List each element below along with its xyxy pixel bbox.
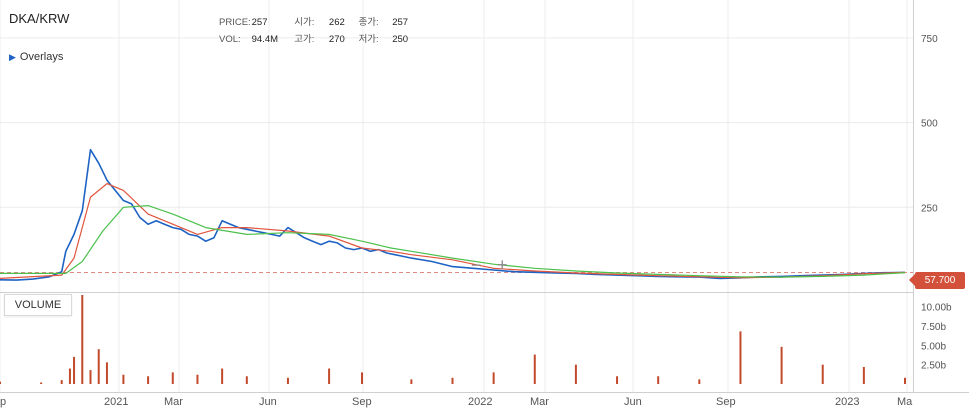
x-tick-label: 2021	[104, 396, 128, 408]
x-tick-label: Sep	[716, 396, 736, 408]
volume-bars	[0, 295, 906, 384]
volume-bar	[97, 349, 100, 384]
volume-bar	[361, 372, 363, 384]
volume-bar	[81, 295, 84, 384]
grid	[0, 0, 913, 392]
low-label: 저가:	[358, 34, 379, 45]
vol-value: 94.4M	[251, 34, 279, 45]
price-label: PRICE:	[219, 17, 251, 28]
close-value: 257	[392, 17, 409, 28]
volume-bar	[122, 374, 125, 384]
x-tick-label: Ma	[897, 396, 913, 408]
overlays-label: Overlays	[19, 51, 64, 63]
series-ma-short	[0, 183, 906, 279]
x-tick-label: Jun	[259, 396, 277, 408]
volume-bar	[616, 376, 619, 384]
series-price	[0, 148, 906, 281]
high-value: 270	[328, 34, 345, 45]
ohlc-info: PRICE: 257 시가: 262 종가: 257 VOL: 94.4M 고가…	[219, 14, 408, 48]
overlays-toggle[interactable]: ▶ Overlays	[9, 51, 63, 63]
volume-bar	[40, 382, 43, 384]
y-tick-label: 250	[921, 203, 938, 214]
low-value: 250	[392, 34, 409, 45]
volume-bar	[451, 377, 454, 384]
x-tick-label: Mar	[164, 396, 183, 408]
volume-bar	[196, 374, 199, 384]
volume-bar	[698, 379, 701, 384]
zoom-in-button[interactable]: +	[497, 255, 508, 275]
price-lines	[0, 148, 913, 281]
close-label: 종가:	[358, 17, 379, 28]
volume-bar	[533, 354, 536, 384]
x-tick-label: 2023	[835, 396, 859, 408]
volume-bar	[410, 379, 413, 384]
price-value: 257	[251, 17, 268, 28]
high-label: 고가:	[294, 34, 315, 45]
pair-title: DKA/KRW	[9, 11, 70, 26]
volume-bar	[821, 364, 824, 384]
vol-label: VOL:	[219, 34, 241, 45]
volume-bar	[780, 346, 783, 384]
volume-tick-label: 7.50b	[921, 322, 946, 333]
x-tick-label: Jun	[624, 396, 642, 408]
volume-bar	[657, 376, 660, 384]
volume-bar	[171, 372, 174, 384]
open-label: 시가:	[294, 17, 315, 28]
y-tick-label: 750	[921, 34, 938, 45]
volume-tick-label: 5.00b	[921, 341, 946, 352]
volume-bar	[105, 362, 108, 384]
x-tick-label: Mar	[530, 396, 549, 408]
triangle-right-icon: ▶	[9, 52, 16, 62]
volume-bar	[286, 377, 289, 384]
x-tick-label: p	[0, 396, 6, 408]
open-value: 262	[328, 17, 345, 28]
series-ma-long	[0, 205, 906, 278]
volume-bar	[73, 356, 76, 384]
zoom-out-button[interactable]: −	[471, 255, 482, 275]
volume-bar	[147, 376, 150, 384]
volume-bar	[328, 368, 331, 384]
volume-bar	[739, 331, 742, 384]
volume-bar	[245, 376, 248, 384]
y-tick-label: 500	[921, 119, 938, 130]
volume-tick-label: 2.50b	[921, 361, 946, 372]
volume-bar	[904, 377, 906, 384]
volume-bar	[89, 370, 92, 384]
volume-bar	[221, 368, 224, 384]
x-tick-label: Sep	[352, 396, 372, 408]
volume-bar	[68, 368, 71, 384]
volume-button[interactable]: VOLUME	[4, 294, 72, 316]
x-tick-label: 2022	[468, 396, 492, 408]
volume-bar	[862, 366, 865, 384]
volume-bar	[492, 372, 495, 384]
volume-bar	[574, 364, 577, 384]
current-price-badge: 57.700	[909, 272, 965, 289]
volume-bar	[60, 380, 63, 384]
volume-bar	[0, 381, 1, 384]
volume-tick-label: 10.00b	[921, 303, 952, 314]
